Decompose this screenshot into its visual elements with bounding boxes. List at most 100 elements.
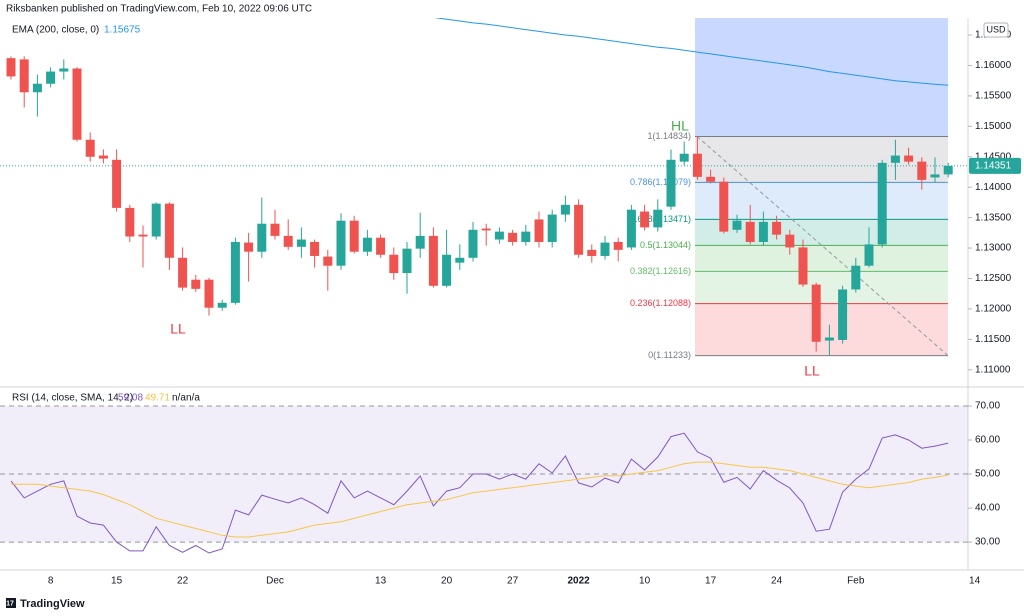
- y-tick-label: 1.12000: [975, 304, 1012, 315]
- candle-body: [574, 204, 584, 255]
- y-tick-label: 1.13500: [975, 212, 1012, 223]
- candle-body: [191, 279, 201, 289]
- currency-box: [983, 22, 1009, 38]
- candle-body: [904, 155, 914, 162]
- y-tick-label: 1.11500: [975, 334, 1011, 345]
- fib-label: 0.382(1.12616): [630, 266, 691, 276]
- candle-body: [349, 220, 359, 252]
- x-tick-label: 27: [507, 576, 519, 587]
- candle-body: [336, 220, 346, 266]
- candle-body: [547, 214, 557, 242]
- x-tick-label: 15: [111, 576, 123, 587]
- candle-body: [877, 162, 887, 245]
- annotation: HL: [671, 118, 689, 134]
- rsi-line: [10, 432, 949, 554]
- y-tick-label: 40.00: [975, 503, 1000, 514]
- x-tick-label: 14: [969, 576, 981, 587]
- fib-label: 0(1.11233): [648, 350, 691, 360]
- candle-body: [521, 231, 531, 242]
- candle-body: [32, 83, 42, 93]
- candle-body: [6, 58, 16, 77]
- candle-body: [851, 265, 861, 290]
- candle-body: [824, 337, 834, 341]
- candle-body: [468, 229, 478, 258]
- fib-label: 0.5(1.13044): [640, 240, 691, 250]
- y-tick-label: 50.00: [975, 469, 1000, 480]
- candle-body: [362, 237, 372, 252]
- footer-logo: 17: [6, 598, 16, 608]
- candle-body: [745, 221, 755, 242]
- candle-body: [244, 242, 254, 252]
- candle-body: [125, 207, 135, 237]
- candle-body: [230, 241, 240, 303]
- candle-body: [85, 139, 95, 157]
- candle-body: [151, 203, 161, 237]
- candle-body: [772, 221, 782, 235]
- x-tick-label: 8: [48, 576, 54, 587]
- candle-body: [164, 203, 174, 258]
- footer-brand: TradingView: [20, 598, 85, 610]
- candle-body: [653, 209, 663, 228]
- candle-body: [917, 161, 927, 180]
- y-tick-label: 1.13000: [975, 243, 1012, 254]
- y-tick-label: 60.00: [975, 435, 1000, 446]
- candle-body: [560, 204, 570, 215]
- x-tick-label: 13: [375, 576, 387, 587]
- candle-body: [587, 249, 597, 256]
- logo-glyph: 17: [6, 600, 14, 607]
- rsi-sma-line: [11, 461, 949, 538]
- candle-body: [138, 234, 148, 237]
- fib-zone: [695, 245, 948, 272]
- candle-body: [455, 257, 465, 263]
- annotation: LL: [804, 363, 820, 379]
- price-tag: [969, 157, 1021, 174]
- ema-legend-value: 1.15675: [104, 25, 141, 36]
- candle-body: [732, 220, 742, 230]
- candle-body: [481, 228, 491, 231]
- y-tick-label: 1.15500: [975, 91, 1012, 102]
- candle-body: [838, 289, 848, 340]
- rsi-legend-value: 49.71: [145, 393, 170, 404]
- candle-body: [59, 68, 69, 72]
- x-tick-label: 24: [771, 576, 783, 587]
- y-tick-label: 1.16000: [975, 60, 1012, 71]
- logo-mark: [6, 598, 16, 608]
- candle-body: [930, 174, 940, 178]
- candle-body: [178, 257, 188, 288]
- fib-zone: [695, 271, 948, 304]
- candle-body: [706, 176, 716, 182]
- y-tick-label: 1.12500: [975, 273, 1012, 284]
- candle-body: [785, 234, 795, 248]
- candle-body: [296, 239, 306, 247]
- candle-body: [719, 181, 729, 232]
- candle-body: [415, 235, 425, 249]
- candle-body: [270, 223, 280, 236]
- candle-body: [98, 155, 108, 159]
- rsi-legend-extra: n/a: [186, 393, 200, 404]
- fib-label: 0.236(1.12088): [630, 298, 691, 308]
- candle-body: [626, 209, 636, 248]
- candle-body: [798, 247, 808, 285]
- x-tick-label: Feb: [847, 576, 865, 587]
- candle-body: [257, 223, 267, 252]
- rsi-legend-value: 59.08: [118, 393, 143, 404]
- candle-body: [112, 159, 122, 208]
- candle-body: [19, 59, 29, 93]
- price-tag-label: 1.14351: [975, 160, 1012, 171]
- x-tick-label: 10: [639, 576, 651, 587]
- rsi-legend-extra: n/a: [172, 393, 186, 404]
- candle-body: [376, 237, 386, 255]
- candle-body: [890, 155, 900, 163]
- ema-line: [434, 18, 949, 86]
- annotation: LL: [170, 321, 186, 337]
- candle-body: [811, 284, 821, 342]
- candle-body: [943, 165, 953, 175]
- rsi-legend: RSI (14, close, SMA, 14, 2): [12, 393, 133, 404]
- candle-body: [640, 211, 650, 228]
- y-tick-label: 30.00: [975, 537, 1000, 548]
- ema-legend: EMA (200, close, 0): [12, 25, 99, 36]
- y-tick-label: 1.11000: [975, 364, 1011, 375]
- x-tick-label: 20: [441, 576, 453, 587]
